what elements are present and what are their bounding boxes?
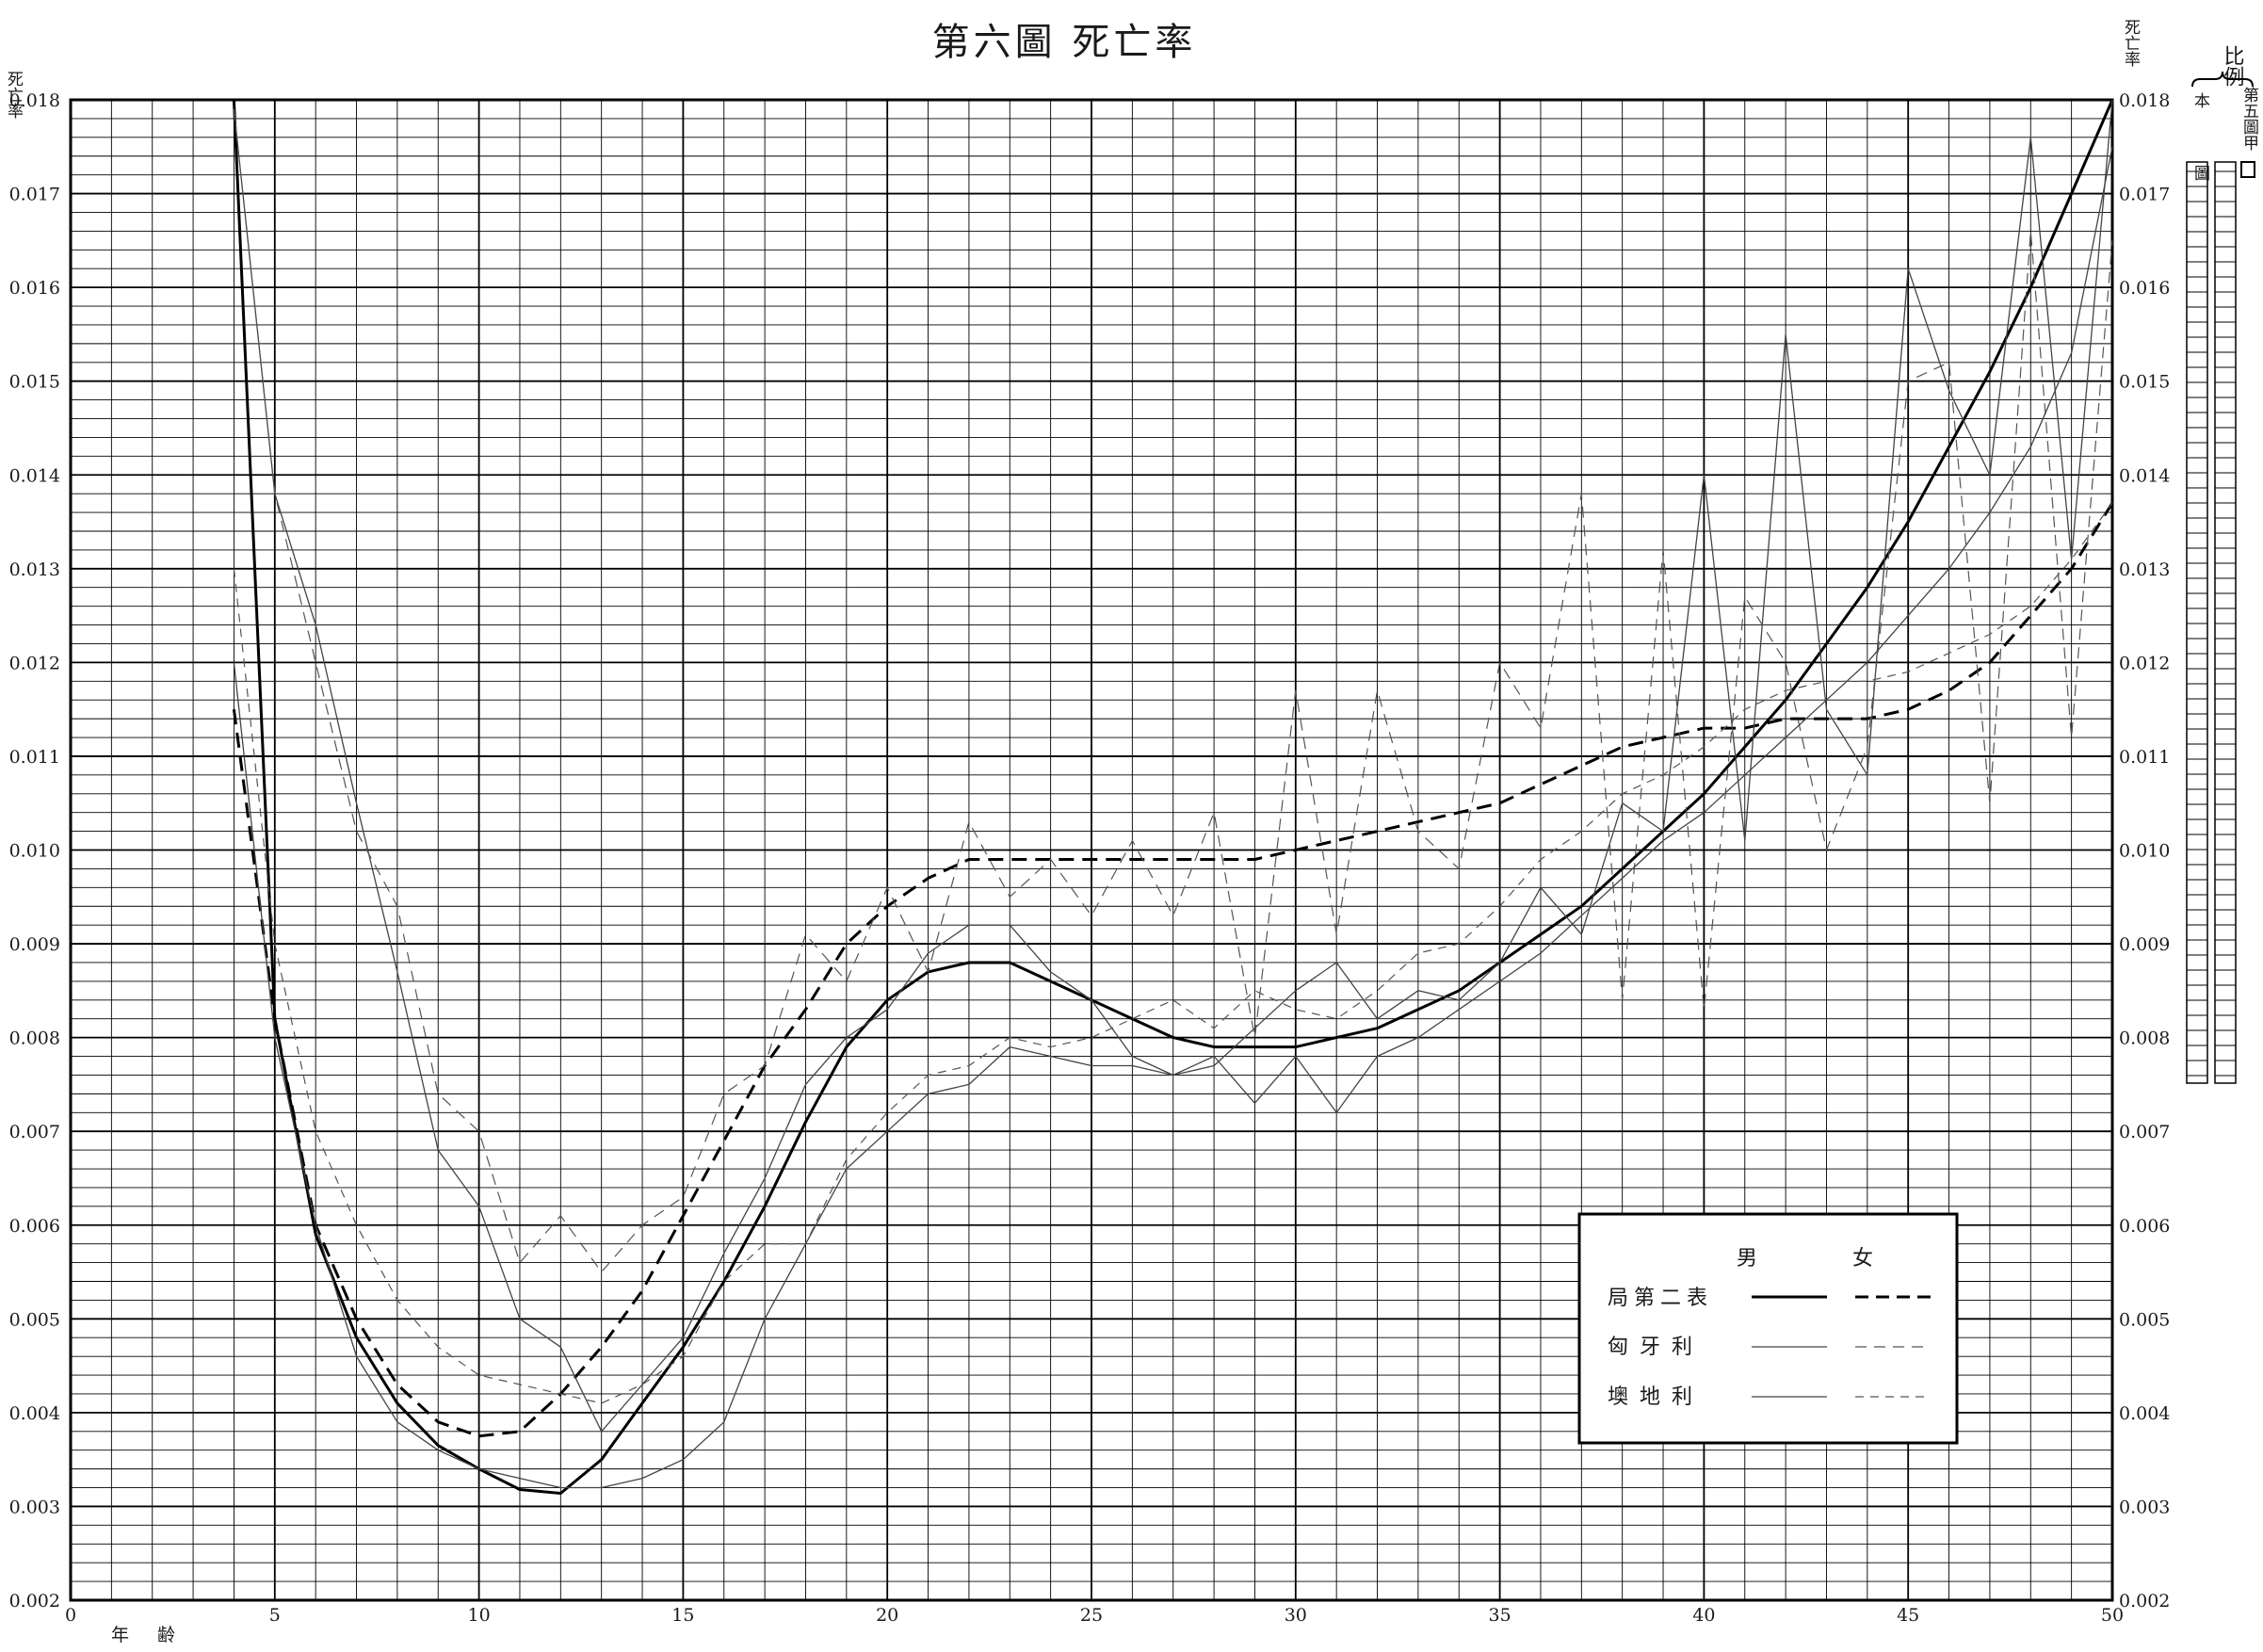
chart-series — [232, 99, 2114, 1495]
x-tick-label: 25 — [1080, 1605, 1103, 1626]
y-tick-label-left: 0.018 — [9, 90, 60, 111]
x-tick-label: 15 — [671, 1605, 694, 1626]
y-tick-label-left: 0.009 — [9, 934, 60, 955]
x-tick-label: 45 — [1897, 1605, 1919, 1626]
plot-frame — [69, 98, 2114, 1602]
y-tick-label-left: 0.017 — [9, 185, 60, 205]
y-tick-label-left: 0.016 — [9, 278, 60, 299]
legend-header-female: 女 — [1852, 1247, 1873, 1271]
x-tick-label: 0 — [65, 1605, 76, 1626]
scale-panel-label-this: 本圖 — [2190, 92, 2210, 237]
y-tick-label-left: 0.003 — [9, 1497, 60, 1517]
y-tick-label-left: 0.002 — [9, 1591, 60, 1612]
chart-grid — [69, 98, 2114, 1602]
y-tick-label-right: 0.008 — [2119, 1028, 2170, 1049]
legend-header-male: 男 — [1737, 1247, 1757, 1271]
y-axis-label-right: 死亡率 — [2121, 19, 2141, 67]
y-tick-label-right: 0.009 — [2119, 934, 2170, 955]
y-tick-label-right: 0.017 — [2119, 185, 2170, 205]
scale-panel-marker — [2240, 161, 2255, 178]
legend-row-label-3: 墺地利 — [1608, 1385, 1704, 1409]
x-tick-label: 50 — [2101, 1605, 2124, 1626]
y-tick-label-right: 0.004 — [2119, 1403, 2170, 1424]
y-tick-label-left: 0.007 — [9, 1122, 60, 1142]
y-tick-label-right: 0.010 — [2119, 841, 2170, 862]
y-tick-label-right: 0.003 — [2119, 1497, 2170, 1517]
scale-bar — [2214, 161, 2237, 1084]
y-tick-label-right: 0.002 — [2119, 1591, 2170, 1612]
scale-panel-title: 比例 — [2221, 45, 2245, 87]
x-tick-label: 10 — [468, 1605, 491, 1626]
series-line-6 — [233, 502, 2113, 1404]
chart-title: 第六圖 死亡率 — [932, 21, 1197, 64]
y-tick-label-right: 0.015 — [2119, 372, 2170, 393]
series-line-5 — [233, 146, 2113, 1489]
y-tick-label-left: 0.008 — [9, 1028, 60, 1049]
y-axis-label-left: 死亡率 — [4, 71, 24, 119]
scale-panel-label-fifth: 第五圖甲 — [2239, 87, 2259, 151]
y-tick-label-left: 0.012 — [9, 653, 60, 673]
x-axis-label: 年齢 — [111, 1625, 203, 1645]
y-tick-label-right: 0.005 — [2119, 1309, 2170, 1330]
x-tick-label: 40 — [1692, 1605, 1715, 1626]
x-tick-label: 30 — [1285, 1605, 1307, 1626]
chart-axes: 0 5 10 15 20 25 30 35 40 45 500.0020.0030.0040.005… — [9, 90, 2171, 1626]
scale-bar — [2186, 161, 2208, 1084]
legend-row-label-1: 局第二表 — [1608, 1287, 1713, 1310]
y-tick-label-right: 0.013 — [2119, 559, 2170, 580]
legend-row-label-2: 匈牙利 — [1608, 1336, 1704, 1359]
y-tick-label-right: 0.012 — [2119, 653, 2170, 673]
y-tick-label-left: 0.005 — [9, 1309, 60, 1330]
scale-panel: 比例 本圖 第五圖甲 — [2186, 45, 2259, 1084]
y-tick-label-right: 0.011 — [2119, 747, 2170, 768]
x-tick-label: 5 — [269, 1605, 281, 1626]
y-tick-label-right: 0.018 — [2119, 90, 2170, 111]
series-line-1 — [232, 99, 2114, 1495]
y-tick-label-left: 0.006 — [9, 1216, 60, 1237]
series-line-2 — [232, 502, 2114, 1438]
x-tick-label: 20 — [876, 1605, 898, 1626]
chart-legend: 男 女 局第二表 匈牙利 墺地利 — [1577, 1212, 1959, 1445]
y-tick-label-right: 0.016 — [2119, 278, 2170, 299]
y-tick-label-right: 0.007 — [2119, 1122, 2170, 1142]
y-tick-label-left: 0.011 — [9, 747, 60, 768]
y-tick-label-left: 0.014 — [9, 465, 60, 486]
y-tick-label-left: 0.015 — [9, 372, 60, 393]
y-tick-label-left: 0.013 — [9, 559, 60, 580]
y-tick-label-right: 0.014 — [2119, 465, 2170, 486]
y-tick-label-left: 0.010 — [9, 841, 60, 862]
y-tick-label-right: 0.006 — [2119, 1216, 2170, 1237]
x-tick-label: 35 — [1489, 1605, 1511, 1626]
y-tick-label-left: 0.004 — [9, 1403, 60, 1424]
